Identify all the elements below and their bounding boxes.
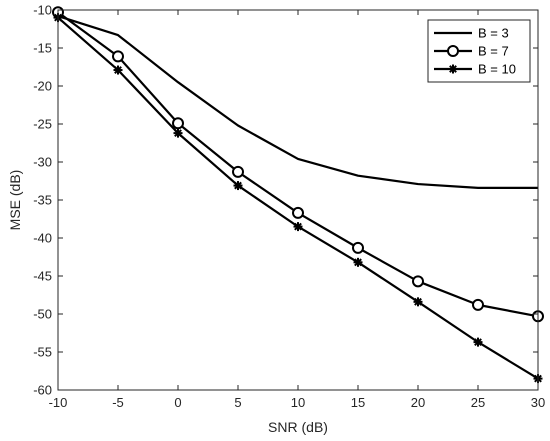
y-tick-label: -60	[33, 383, 52, 398]
data-point	[293, 222, 303, 232]
x-tick-label: -10	[49, 395, 68, 410]
data-point	[412, 275, 424, 288]
data-point	[173, 128, 183, 138]
axes-layer	[57, 9, 539, 391]
data-point	[172, 117, 184, 130]
y-tick-label: -25	[33, 117, 52, 132]
data-point	[353, 257, 363, 267]
x-tick-label: -5	[112, 395, 124, 410]
y-tick-label: -30	[33, 155, 52, 170]
y-tick-label: -15	[33, 41, 52, 56]
x-tick-label: 0	[174, 395, 181, 410]
data-point	[232, 165, 244, 178]
data-point	[233, 181, 243, 191]
data-point	[413, 297, 423, 307]
y-tick-label: -50	[33, 307, 52, 322]
y-tick-label: -45	[33, 269, 52, 284]
y-tick-label: -20	[33, 79, 52, 94]
legend-entry: B = 10	[478, 62, 516, 77]
data-point	[472, 298, 484, 311]
data-point	[292, 206, 304, 219]
y-tick-label: -35	[33, 193, 52, 208]
y-tick-label: -55	[33, 345, 52, 360]
data-point	[352, 241, 364, 254]
y-tick-label: -40	[33, 231, 52, 246]
legend-marker	[447, 45, 459, 57]
x-tick-label: 30	[531, 395, 545, 410]
y-axis-label: MSE (dB)	[7, 170, 23, 231]
ticks-layer: -10 -5 0 5 10 15 20 25 30-10-15-20-25-30-35-40-4…	[33, 3, 545, 411]
x-tick-label: 20	[411, 395, 425, 410]
data-point	[112, 50, 124, 63]
legend-entry: B = 3	[478, 26, 509, 41]
data-point	[113, 65, 123, 75]
x-tick-label: 15	[351, 395, 365, 410]
legend-marker	[448, 64, 458, 74]
y-tick-label: -10	[33, 3, 52, 18]
data-point	[473, 337, 483, 347]
legend: B = 3 B = 7 B = 10	[427, 19, 531, 83]
x-tick-label: 5	[234, 395, 241, 410]
x-tick-label: 10	[291, 395, 305, 410]
x-axis-label: SNR (dB)	[268, 419, 328, 435]
series-line-1	[57, 15, 538, 189]
x-tick-label: 25	[471, 395, 485, 410]
legend-entry: B = 7	[478, 44, 509, 59]
